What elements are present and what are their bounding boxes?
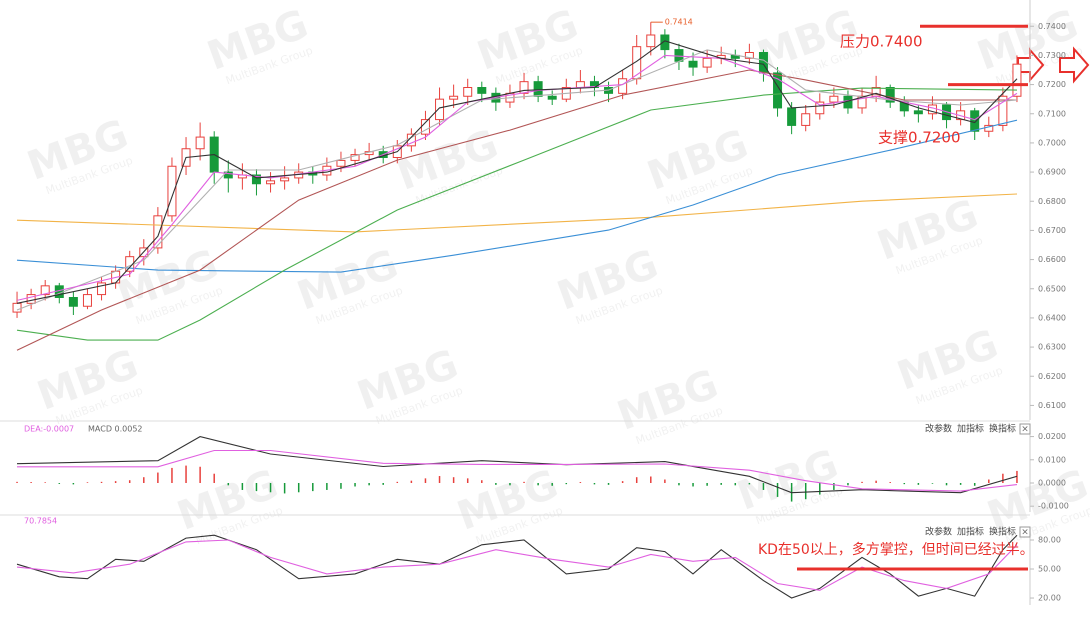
candle-body [885, 87, 895, 103]
toolbar-button[interactable]: 换指标 [989, 526, 1016, 538]
y-tick-label: 0.6900 [1038, 168, 1066, 177]
indicator-line [16, 54, 1018, 301]
y-tick-label: 0.7300 [1038, 51, 1066, 60]
y-tick-label: 0.6100 [1038, 401, 1066, 410]
toolbar-button[interactable]: 加指标 [957, 526, 984, 538]
close-button[interactable]: × [1021, 528, 1029, 538]
candle-body [195, 136, 205, 150]
candle-body [688, 60, 698, 68]
candle-body [547, 95, 557, 100]
candle-body [773, 72, 783, 109]
candle-body [266, 180, 276, 185]
candle-body [575, 81, 585, 88]
high-label: 0.7414 [665, 18, 693, 27]
legend-entry: 70.7854 [24, 517, 57, 526]
indicator-line [16, 49, 1018, 311]
candle-body [12, 302, 22, 313]
indicator-line [16, 69, 1017, 351]
legend-entry: MACD 0.0052 [88, 425, 143, 434]
candle-body [68, 297, 78, 307]
candle-body [26, 294, 36, 304]
y-tick-label: 20.00 [1038, 594, 1061, 603]
y-tick-label: 0.7200 [1038, 80, 1066, 89]
candle-body [744, 52, 754, 59]
y-tick-label: 0.0100 [1038, 455, 1066, 464]
candle-body [477, 87, 487, 94]
candle-body [674, 49, 684, 62]
y-tick-label: 0.7000 [1038, 138, 1066, 147]
y-tick-label: 0.0000 [1038, 478, 1066, 487]
annotation: KD在50以上，多方掌控，但时间已经过半。 [758, 541, 1034, 558]
toolbar-button[interactable]: 加指标 [957, 423, 984, 435]
annotation: 压力0.7400 [840, 33, 923, 51]
candle-body [646, 34, 656, 48]
candle-body [829, 95, 839, 103]
candle-body [97, 282, 107, 296]
y-tick-label: 0.6200 [1038, 372, 1066, 381]
candle-body [519, 81, 529, 94]
candle-body [40, 285, 50, 296]
candle-body [913, 110, 923, 115]
toolbar-button[interactable]: 改参数 [925, 423, 952, 435]
candle-body [998, 95, 1008, 126]
candle-body [153, 215, 163, 249]
toolbar-button[interactable]: 改参数 [925, 526, 952, 538]
candle-body [787, 107, 797, 126]
candle-body [449, 95, 459, 100]
candle-body [1012, 63, 1022, 97]
close-button[interactable]: × [1021, 425, 1029, 435]
y-tick-label: 50.00 [1038, 565, 1061, 574]
indicator-line [16, 539, 1018, 591]
y-tick-label: 0.6300 [1038, 343, 1066, 352]
candle-body [815, 101, 825, 115]
candle-body [533, 81, 543, 97]
candle-body [167, 165, 177, 217]
candle-body [801, 113, 811, 126]
annotation: 支撑0.7200 [878, 129, 961, 147]
y-tick-label: 0.6700 [1038, 226, 1066, 235]
candle-body [970, 110, 980, 132]
y-tick-label: 0.6500 [1038, 284, 1066, 293]
candle-body [82, 294, 92, 307]
y-tick-label: 0.0200 [1038, 432, 1066, 441]
candle-body [280, 177, 290, 182]
candle-body [350, 154, 360, 161]
y-tick-label: -0.0100 [1038, 502, 1069, 511]
candle-body [463, 87, 473, 97]
y-tick-label: 0.7100 [1038, 109, 1066, 118]
toolbar-button[interactable]: 换指标 [989, 423, 1016, 435]
candle-body [251, 174, 261, 185]
indicator-line [17, 449, 1018, 492]
y-tick-label: 0.6600 [1038, 255, 1066, 264]
candle-body [336, 159, 346, 167]
indicator-line [16, 119, 1018, 273]
y-tick-label: 0.7400 [1038, 22, 1066, 31]
candle-body [702, 57, 712, 68]
y-tick-label: 80.00 [1038, 535, 1061, 544]
close-box[interactable] [1019, 526, 1031, 538]
arrow-icon [1059, 46, 1090, 84]
y-tick-label: 0.6800 [1038, 197, 1066, 206]
close-box[interactable] [1019, 423, 1031, 435]
indicator-line [16, 40, 1018, 304]
legend-entry: DEA:-0.0007 [24, 425, 74, 434]
candle-body [435, 98, 445, 121]
indicator-line [16, 87, 1018, 341]
y-tick-label: 0.6400 [1038, 313, 1066, 322]
